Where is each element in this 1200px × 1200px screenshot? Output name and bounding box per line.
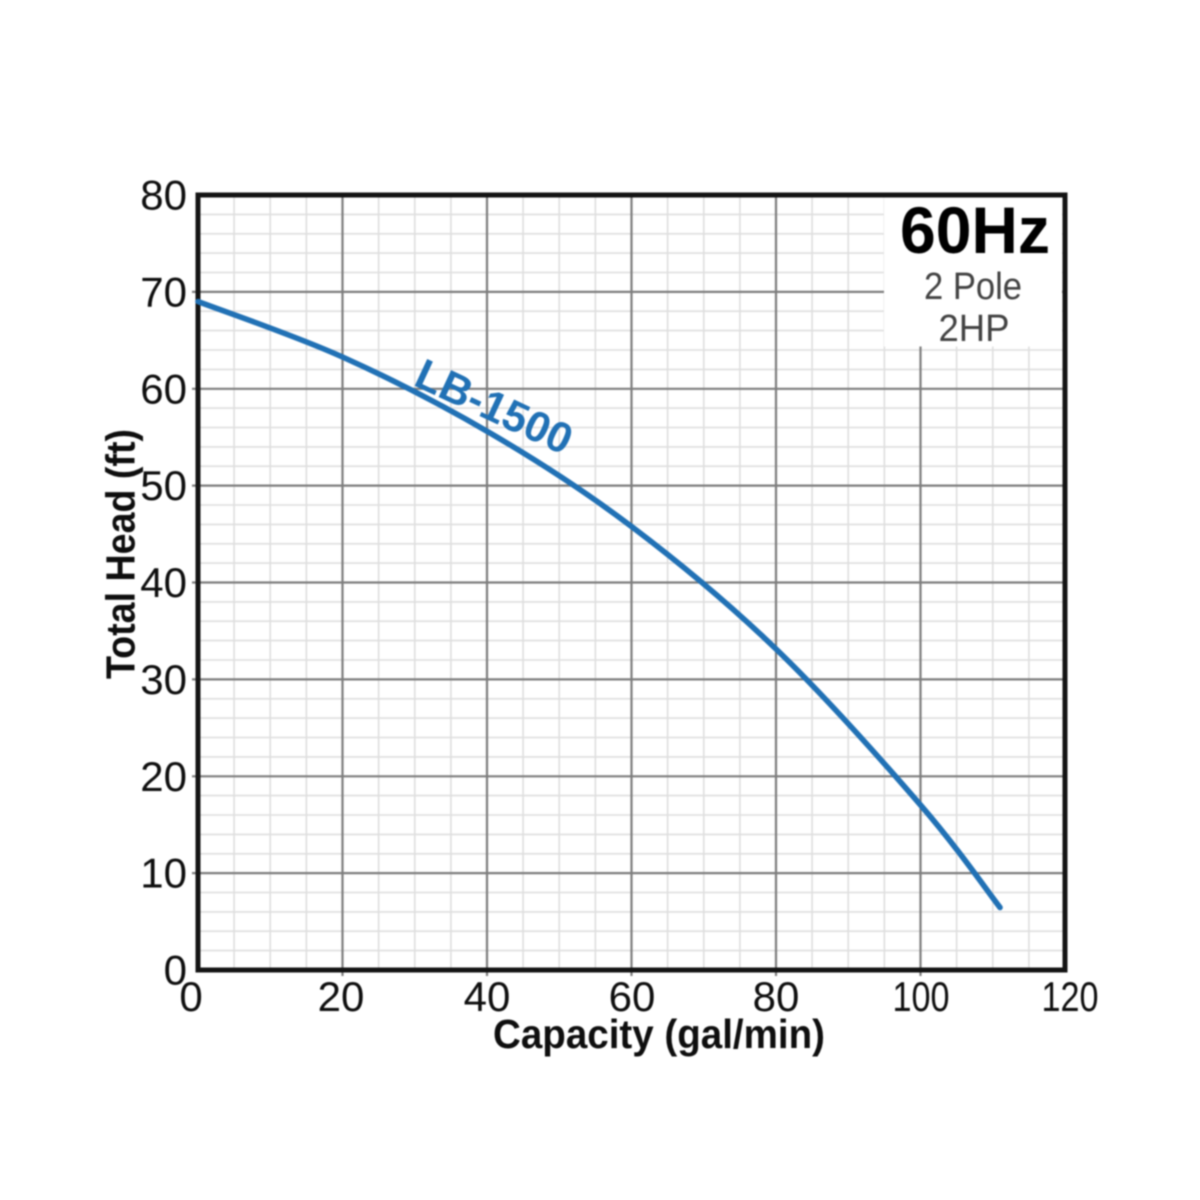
svg-text:80: 80 <box>753 973 800 1020</box>
svg-text:40: 40 <box>464 973 511 1020</box>
svg-text:Total Head (ft): Total Head (ft) <box>98 429 144 679</box>
svg-text:Capacity (gal/min): Capacity (gal/min) <box>493 1011 825 1057</box>
svg-text:20: 20 <box>140 753 187 800</box>
svg-text:2HP: 2HP <box>939 308 1010 350</box>
svg-text:80: 80 <box>140 172 187 219</box>
svg-text:60: 60 <box>609 973 656 1020</box>
svg-text:60Hz: 60Hz <box>900 193 1050 267</box>
svg-text:30: 30 <box>140 656 187 703</box>
svg-text:10: 10 <box>140 850 187 897</box>
svg-text:120: 120 <box>1042 973 1099 1020</box>
svg-text:0: 0 <box>179 973 202 1020</box>
svg-text:70: 70 <box>140 268 187 315</box>
svg-text:50: 50 <box>140 462 187 509</box>
svg-text:40: 40 <box>140 559 187 606</box>
svg-text:2 Pole: 2 Pole <box>924 266 1022 308</box>
svg-text:60: 60 <box>140 365 187 412</box>
svg-text:20: 20 <box>318 973 365 1020</box>
svg-text:0: 0 <box>164 947 187 994</box>
svg-text:100: 100 <box>893 973 950 1020</box>
